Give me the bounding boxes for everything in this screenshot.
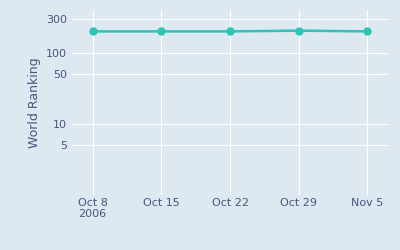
- Y-axis label: World Ranking: World Ranking: [28, 57, 40, 148]
